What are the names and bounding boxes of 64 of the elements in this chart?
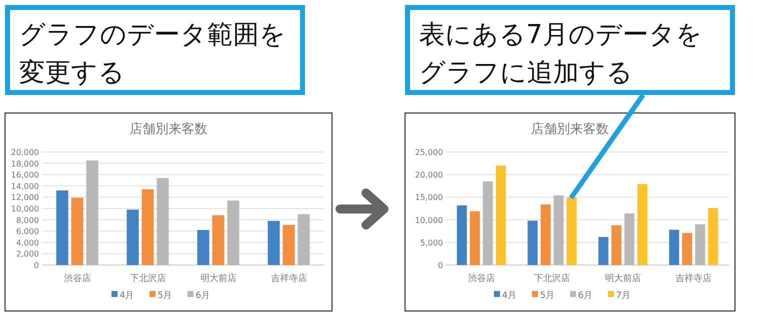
x-tick-label: 渋谷店: [468, 273, 495, 284]
legend-label: 5月: [158, 291, 172, 301]
y-tick-label: 20,000: [11, 148, 39, 157]
chart-title: 店舗別来客数: [130, 121, 208, 137]
bar: [566, 197, 577, 265]
legend-label: 6月: [196, 291, 210, 301]
bar: [637, 184, 648, 265]
text: 表にある7月のデータをグラフに追加する: [419, 20, 703, 88]
bar: [282, 224, 295, 265]
bar: [86, 160, 98, 265]
bar: [212, 215, 224, 265]
y-tick-label: 18,000: [11, 159, 39, 168]
y-tick-label: 15,000: [415, 193, 443, 202]
bar: [227, 200, 240, 265]
bar: [708, 208, 718, 265]
bar: [682, 232, 692, 265]
y-tick-label: 5,000: [420, 238, 443, 248]
y-tick-label: 12,000: [11, 193, 39, 202]
y-tick-label: 16,000: [11, 170, 39, 180]
x-tick-label: 下北沢店: [130, 273, 166, 284]
y-tick-label: 25,000: [415, 148, 443, 157]
bar: [554, 195, 564, 265]
y-tick-label: 4,000: [16, 238, 39, 248]
bar: [496, 166, 506, 265]
legend-label: 5月: [540, 291, 555, 301]
y-tick-label: 14,000: [11, 182, 39, 191]
y-tick-label: 8,000: [16, 216, 39, 225]
x-tick-label: 吉祥寺店: [270, 273, 307, 284]
y-tick-label: 10,000: [415, 216, 443, 225]
y-tick-label: 2,000: [16, 250, 39, 259]
bar: [71, 198, 84, 265]
bar: [156, 178, 169, 265]
bar: [56, 190, 68, 265]
x-tick-label: 渋谷店: [64, 273, 91, 284]
bar: [126, 210, 139, 265]
bar: [482, 181, 493, 265]
bar: [197, 230, 210, 265]
bar: [268, 220, 280, 265]
legend-label: 6月: [578, 291, 593, 301]
bar: [611, 225, 622, 265]
bar: [528, 220, 538, 265]
bar: [456, 205, 467, 265]
y-tick-label: 6,000: [16, 227, 39, 236]
bar: [470, 211, 480, 265]
legend-label: 7月: [616, 291, 631, 301]
text: グラフのデータ範囲を変更する: [19, 20, 286, 88]
x-tick-label: 明大前店: [200, 273, 236, 284]
x-tick-label: 明大前店: [604, 273, 641, 284]
bar: [598, 236, 608, 265]
legend-label: 4月: [502, 291, 517, 301]
x-tick-label: 吉祥寺店: [676, 273, 712, 284]
x-tick-label: 下北沢店: [534, 273, 570, 284]
bar: [298, 214, 310, 265]
chart-title: 店舗別来客数: [531, 121, 609, 137]
bar: [142, 189, 154, 265]
legend-label: 4月: [120, 291, 134, 301]
y-tick-label: 0: [438, 261, 443, 270]
bar: [540, 204, 551, 265]
bar: [624, 213, 634, 265]
bar: [695, 224, 706, 265]
y-tick-label: 10,000: [11, 204, 39, 214]
bar: [669, 230, 680, 265]
y-tick-label: 20,000: [415, 170, 443, 180]
y-tick-label: 0: [34, 261, 39, 270]
